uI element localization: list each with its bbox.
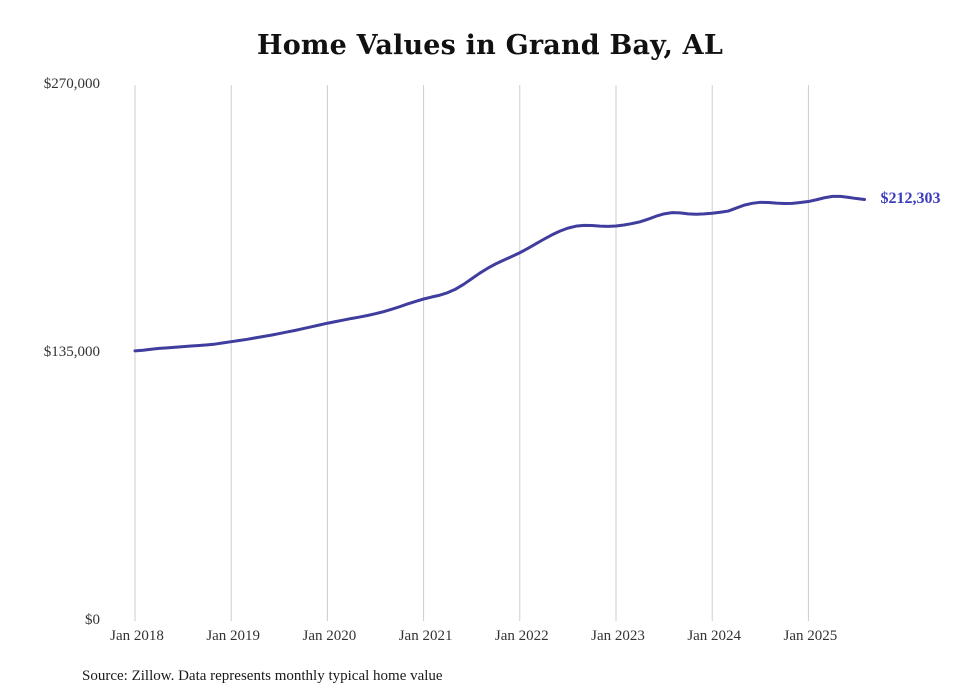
y-axis-tick-label: $135,000 xyxy=(43,344,100,360)
source-note: Source: Zillow. Data represents monthly … xyxy=(82,668,443,684)
latest-value-label: $212,303 xyxy=(880,189,941,207)
x-axis-tick-label: Jan 2020 xyxy=(302,628,357,644)
x-axis-tick-label: Jan 2021 xyxy=(398,628,453,644)
x-axis-tick-label: Jan 2024 xyxy=(687,628,742,644)
x-axis-tick-label: Jan 2023 xyxy=(591,628,645,644)
y-axis-tick-label: $0 xyxy=(85,612,100,628)
x-axis-tick-label: Jan 2019 xyxy=(206,628,261,644)
x-axis-tick-label: Jan 2018 xyxy=(110,628,164,644)
y-axis-tick-label: $270,000 xyxy=(43,76,100,92)
x-axis-tick-label: Jan 2025 xyxy=(783,628,838,644)
chart-title: Home Values in Grand Bay, AL xyxy=(256,30,724,61)
value-line xyxy=(133,194,867,353)
x-axis-tick-label: Jan 2022 xyxy=(494,628,549,644)
